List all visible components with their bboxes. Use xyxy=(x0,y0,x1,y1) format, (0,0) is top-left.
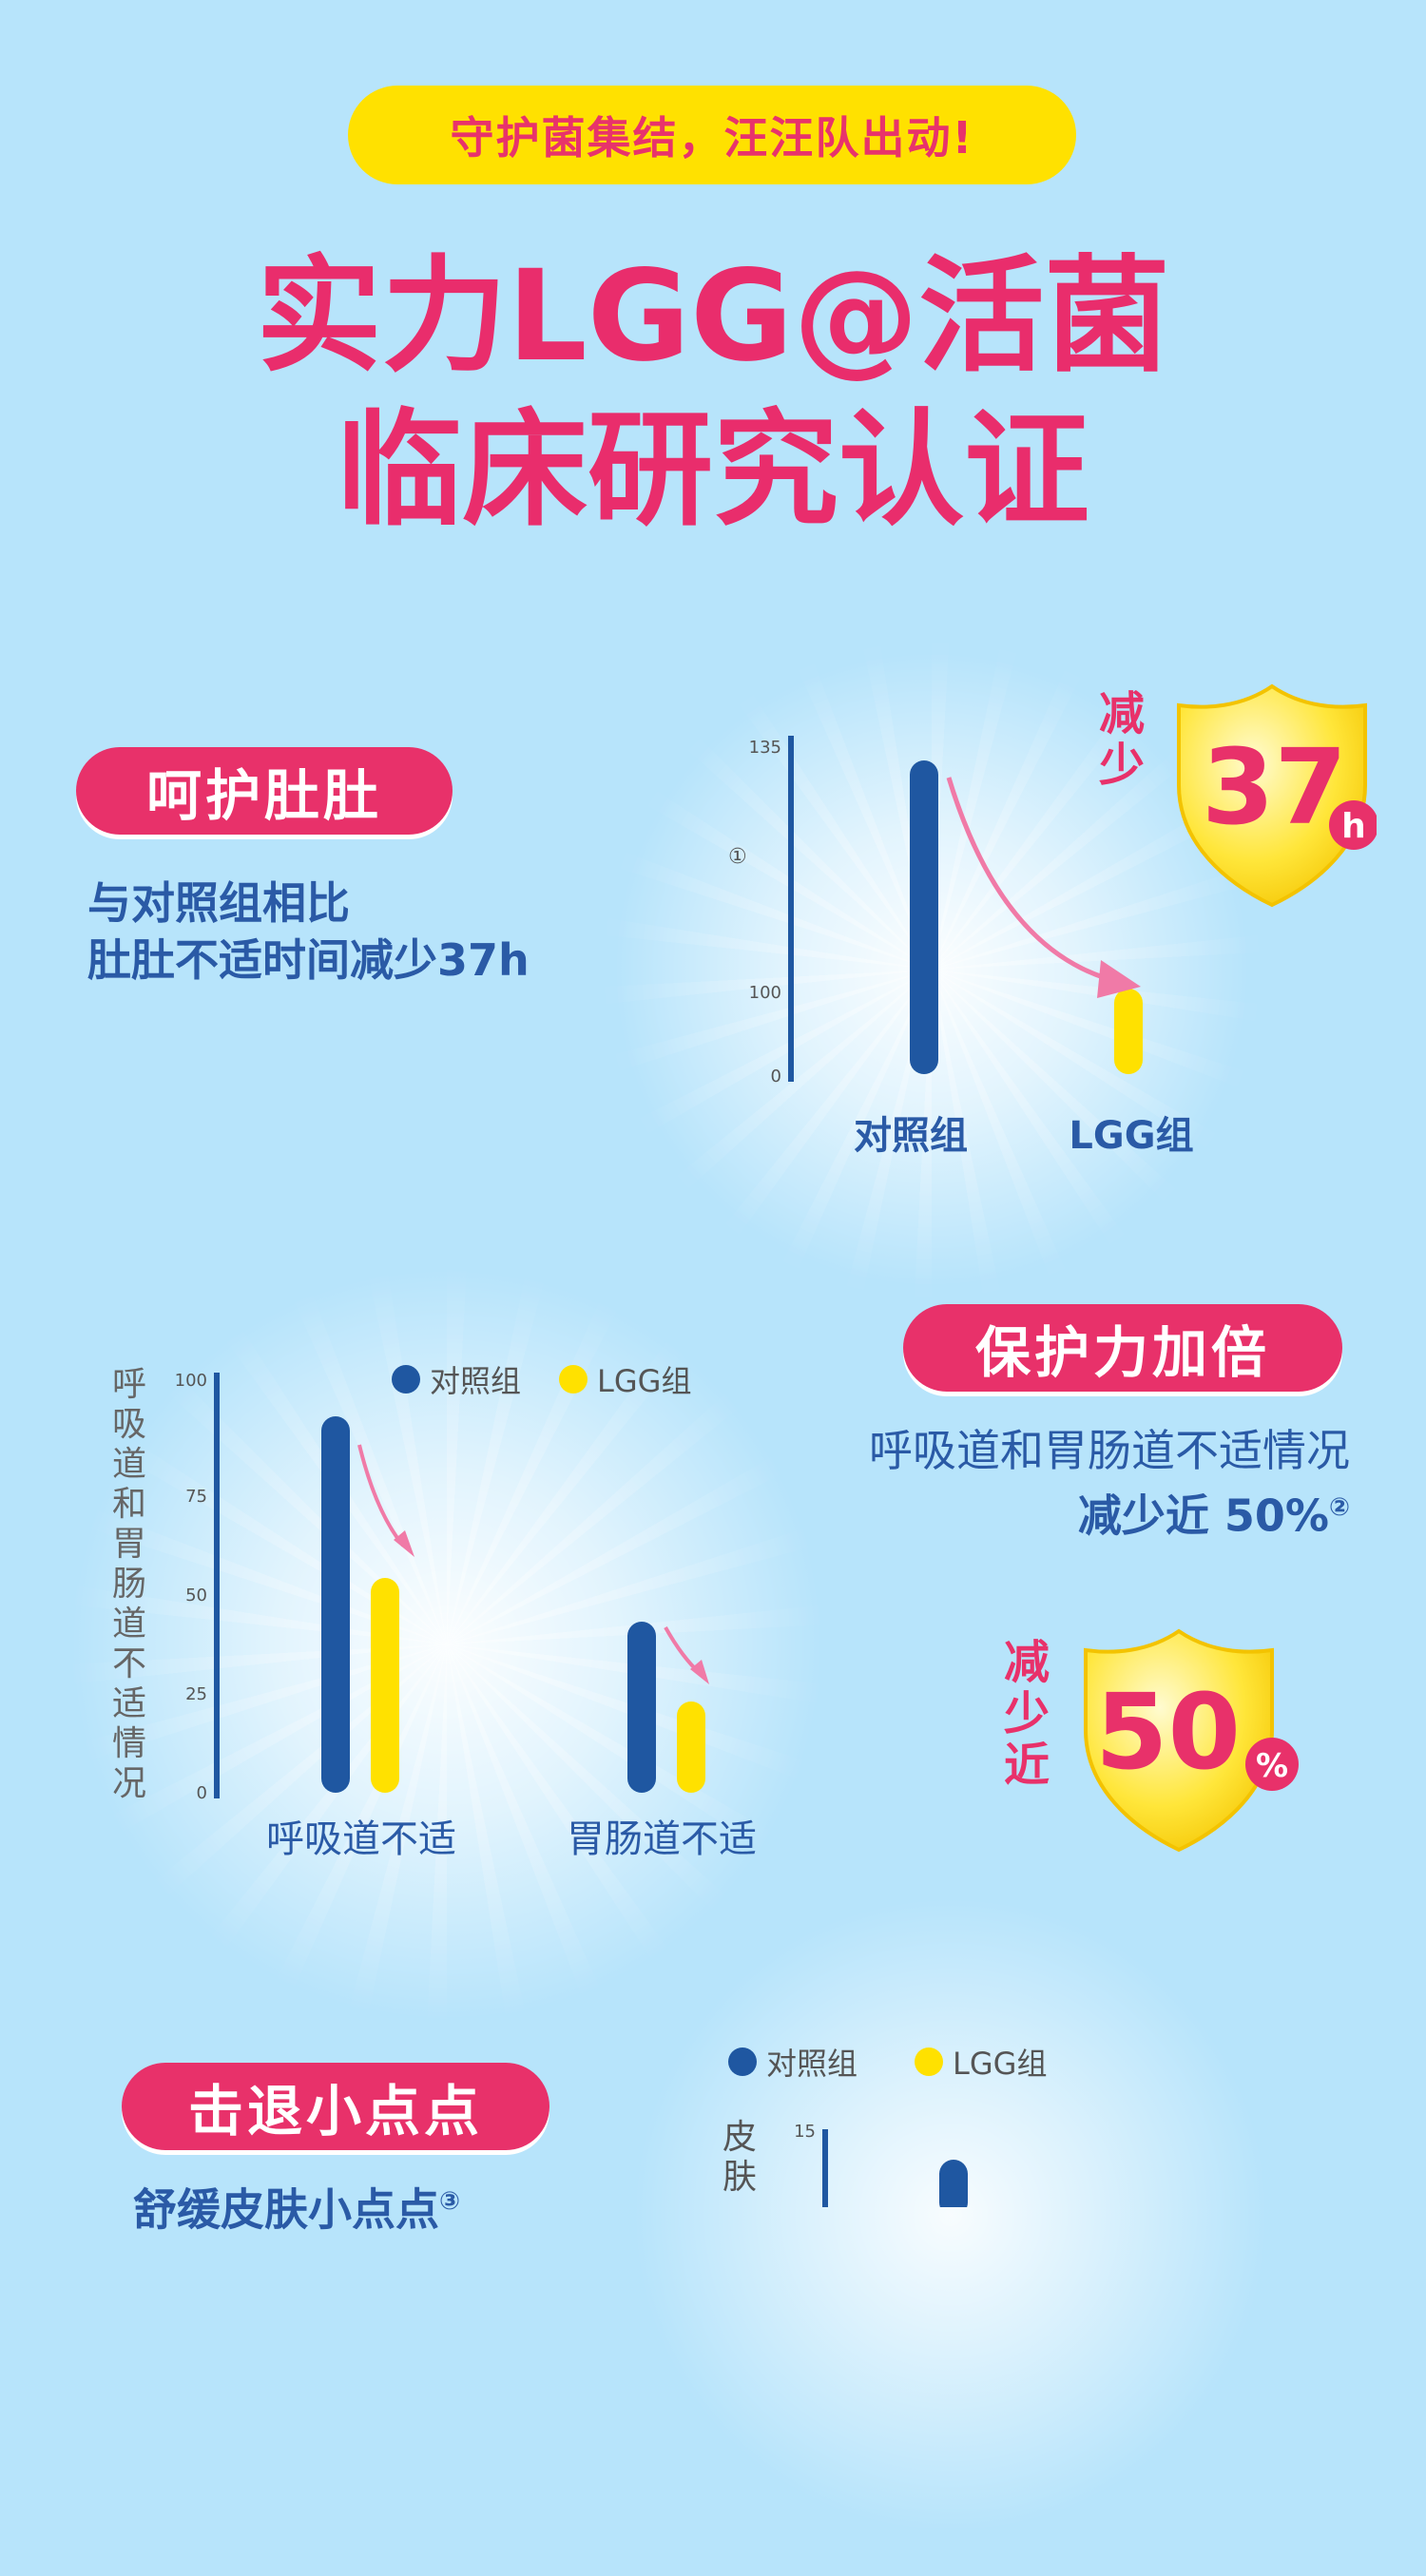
legend-label-control: 对照组 xyxy=(430,1363,522,1399)
section2-arrow-1 xyxy=(357,1444,405,1548)
section2-tick-25: 25 xyxy=(185,1684,207,1704)
section1-arrow xyxy=(946,777,1104,980)
section2-desc-line1: 呼吸道和胃肠道不适情况 xyxy=(869,1425,1350,1476)
section3-desc-line1: 舒缓皮肤小点点 xyxy=(133,2183,439,2236)
section2-bar-resp-control xyxy=(321,1416,350,1793)
section2-badge-value: 50 xyxy=(1095,1671,1241,1793)
section2-ylabel: 呼吸道和胃肠道不适情况 xyxy=(112,1365,147,1803)
section2-badge-shield: 50 % xyxy=(1084,1628,1299,1853)
section2-badge-unit: % xyxy=(1256,1747,1288,1785)
section1-arrowhead xyxy=(1097,960,1141,998)
section1-badge-shield: 37 h xyxy=(1177,683,1377,908)
section3-chart: 15 xyxy=(794,2122,968,2207)
legend3-label-lgg: LGG组 xyxy=(953,2046,1048,2082)
section3-bar-control xyxy=(939,2160,968,2207)
section3-pill-text: 击退小点点 xyxy=(187,2079,483,2143)
section2-tick-75: 75 xyxy=(185,1487,207,1507)
legend-label-lgg: LGG组 xyxy=(597,1363,692,1399)
section3-ylabel: 皮肤 xyxy=(723,2118,758,2197)
tagline-pill: 守护菌集结，汪汪队出动! xyxy=(348,86,1076,184)
section2-legend: 对照组 LGG组 xyxy=(392,1357,691,1401)
section3-tick-15: 15 xyxy=(794,2122,816,2142)
section2-desc-sup: ② xyxy=(1328,1493,1350,1522)
section1-badge-unit-circle xyxy=(1329,800,1377,850)
background-glow-3 xyxy=(589,1854,1312,2576)
section1-pill-text: 呵护肚肚 xyxy=(145,763,382,828)
section1-desc-line1: 与对照组相比 xyxy=(87,877,350,929)
section1-tick-135: 135 xyxy=(749,738,781,758)
section1-tick-100: 100 xyxy=(749,983,781,1003)
section3-legend: 对照组 LGG组 xyxy=(728,2040,1047,2084)
section3-desc-sup: ③ xyxy=(439,2187,461,2216)
section1-desc: 与对照组相比 肚肚不适时间减少37h xyxy=(87,875,530,989)
section1-footnote-mark: ① xyxy=(728,845,747,869)
section2-desc-line2-wrap: 减少近 50%② xyxy=(665,1479,1350,1544)
legend3-dot-control xyxy=(728,2047,757,2076)
tagline-text: 守护菌集结，汪汪队出动! xyxy=(450,112,974,163)
legend3-label-control: 对照组 xyxy=(766,2046,858,2082)
section2-desc-line2: 减少近 50% xyxy=(1077,1490,1329,1542)
section2-bar-gi-lgg xyxy=(677,1701,705,1793)
section1-chart: ① 135 100 0 对照组 LGG组 xyxy=(728,736,1236,1158)
section2-arrowhead-1 xyxy=(394,1530,414,1557)
section2-bar-gi-control xyxy=(627,1622,656,1793)
section2-badge-unit-circle xyxy=(1245,1738,1299,1791)
section2-tick-0: 0 xyxy=(197,1783,207,1803)
section1-xlabel-lgg: LGG组 xyxy=(1069,1114,1193,1158)
section1-badge-label: 减少 xyxy=(1098,687,1145,792)
section2-tick-50: 50 xyxy=(185,1586,207,1605)
legend-dot-control xyxy=(392,1365,420,1394)
section2-badge-label: 减少近 xyxy=(1003,1636,1050,1792)
section1-tick-0: 0 xyxy=(771,1067,781,1086)
section2-chart: 100 75 50 25 0 呼吸道不适 胃肠道不适 xyxy=(175,1371,780,1861)
section1-bar-lgg xyxy=(1114,989,1143,1074)
legend-dot-lgg xyxy=(559,1365,588,1394)
section1-xlabel-control: 对照组 xyxy=(854,1114,968,1158)
section3-desc: 舒缓皮肤小点点③ xyxy=(133,2173,460,2238)
section3-pill: 击退小点点 xyxy=(122,2063,549,2150)
section1-bar-control xyxy=(910,760,938,1074)
section1-desc-line2: 肚肚不适时间减少37h xyxy=(87,934,530,986)
headline-line1: 实力LGG@活菌 xyxy=(256,243,1170,390)
section1-badge-unit: h xyxy=(1341,807,1366,846)
section2-bar-resp-lgg xyxy=(371,1578,399,1793)
section2-xlabel-gi: 胃肠道不适 xyxy=(567,1817,757,1861)
legend3-dot-lgg xyxy=(915,2047,944,2076)
headline-line2: 临床研究认证 xyxy=(337,397,1089,544)
section1-badge-value: 37 xyxy=(1202,726,1347,848)
section2-tick-100: 100 xyxy=(175,1371,207,1391)
section1-pill: 呵护肚肚 xyxy=(76,747,453,835)
section2-desc: 呼吸道和胃肠道不适情况 减少近 50%② xyxy=(665,1422,1350,1544)
section2-arrowhead-2 xyxy=(690,1660,709,1684)
section2-pill-text: 保护力加倍 xyxy=(974,1320,1270,1385)
section2-pill: 保护力加倍 xyxy=(903,1304,1342,1392)
section2-xlabel-resp: 呼吸道不适 xyxy=(266,1817,456,1861)
